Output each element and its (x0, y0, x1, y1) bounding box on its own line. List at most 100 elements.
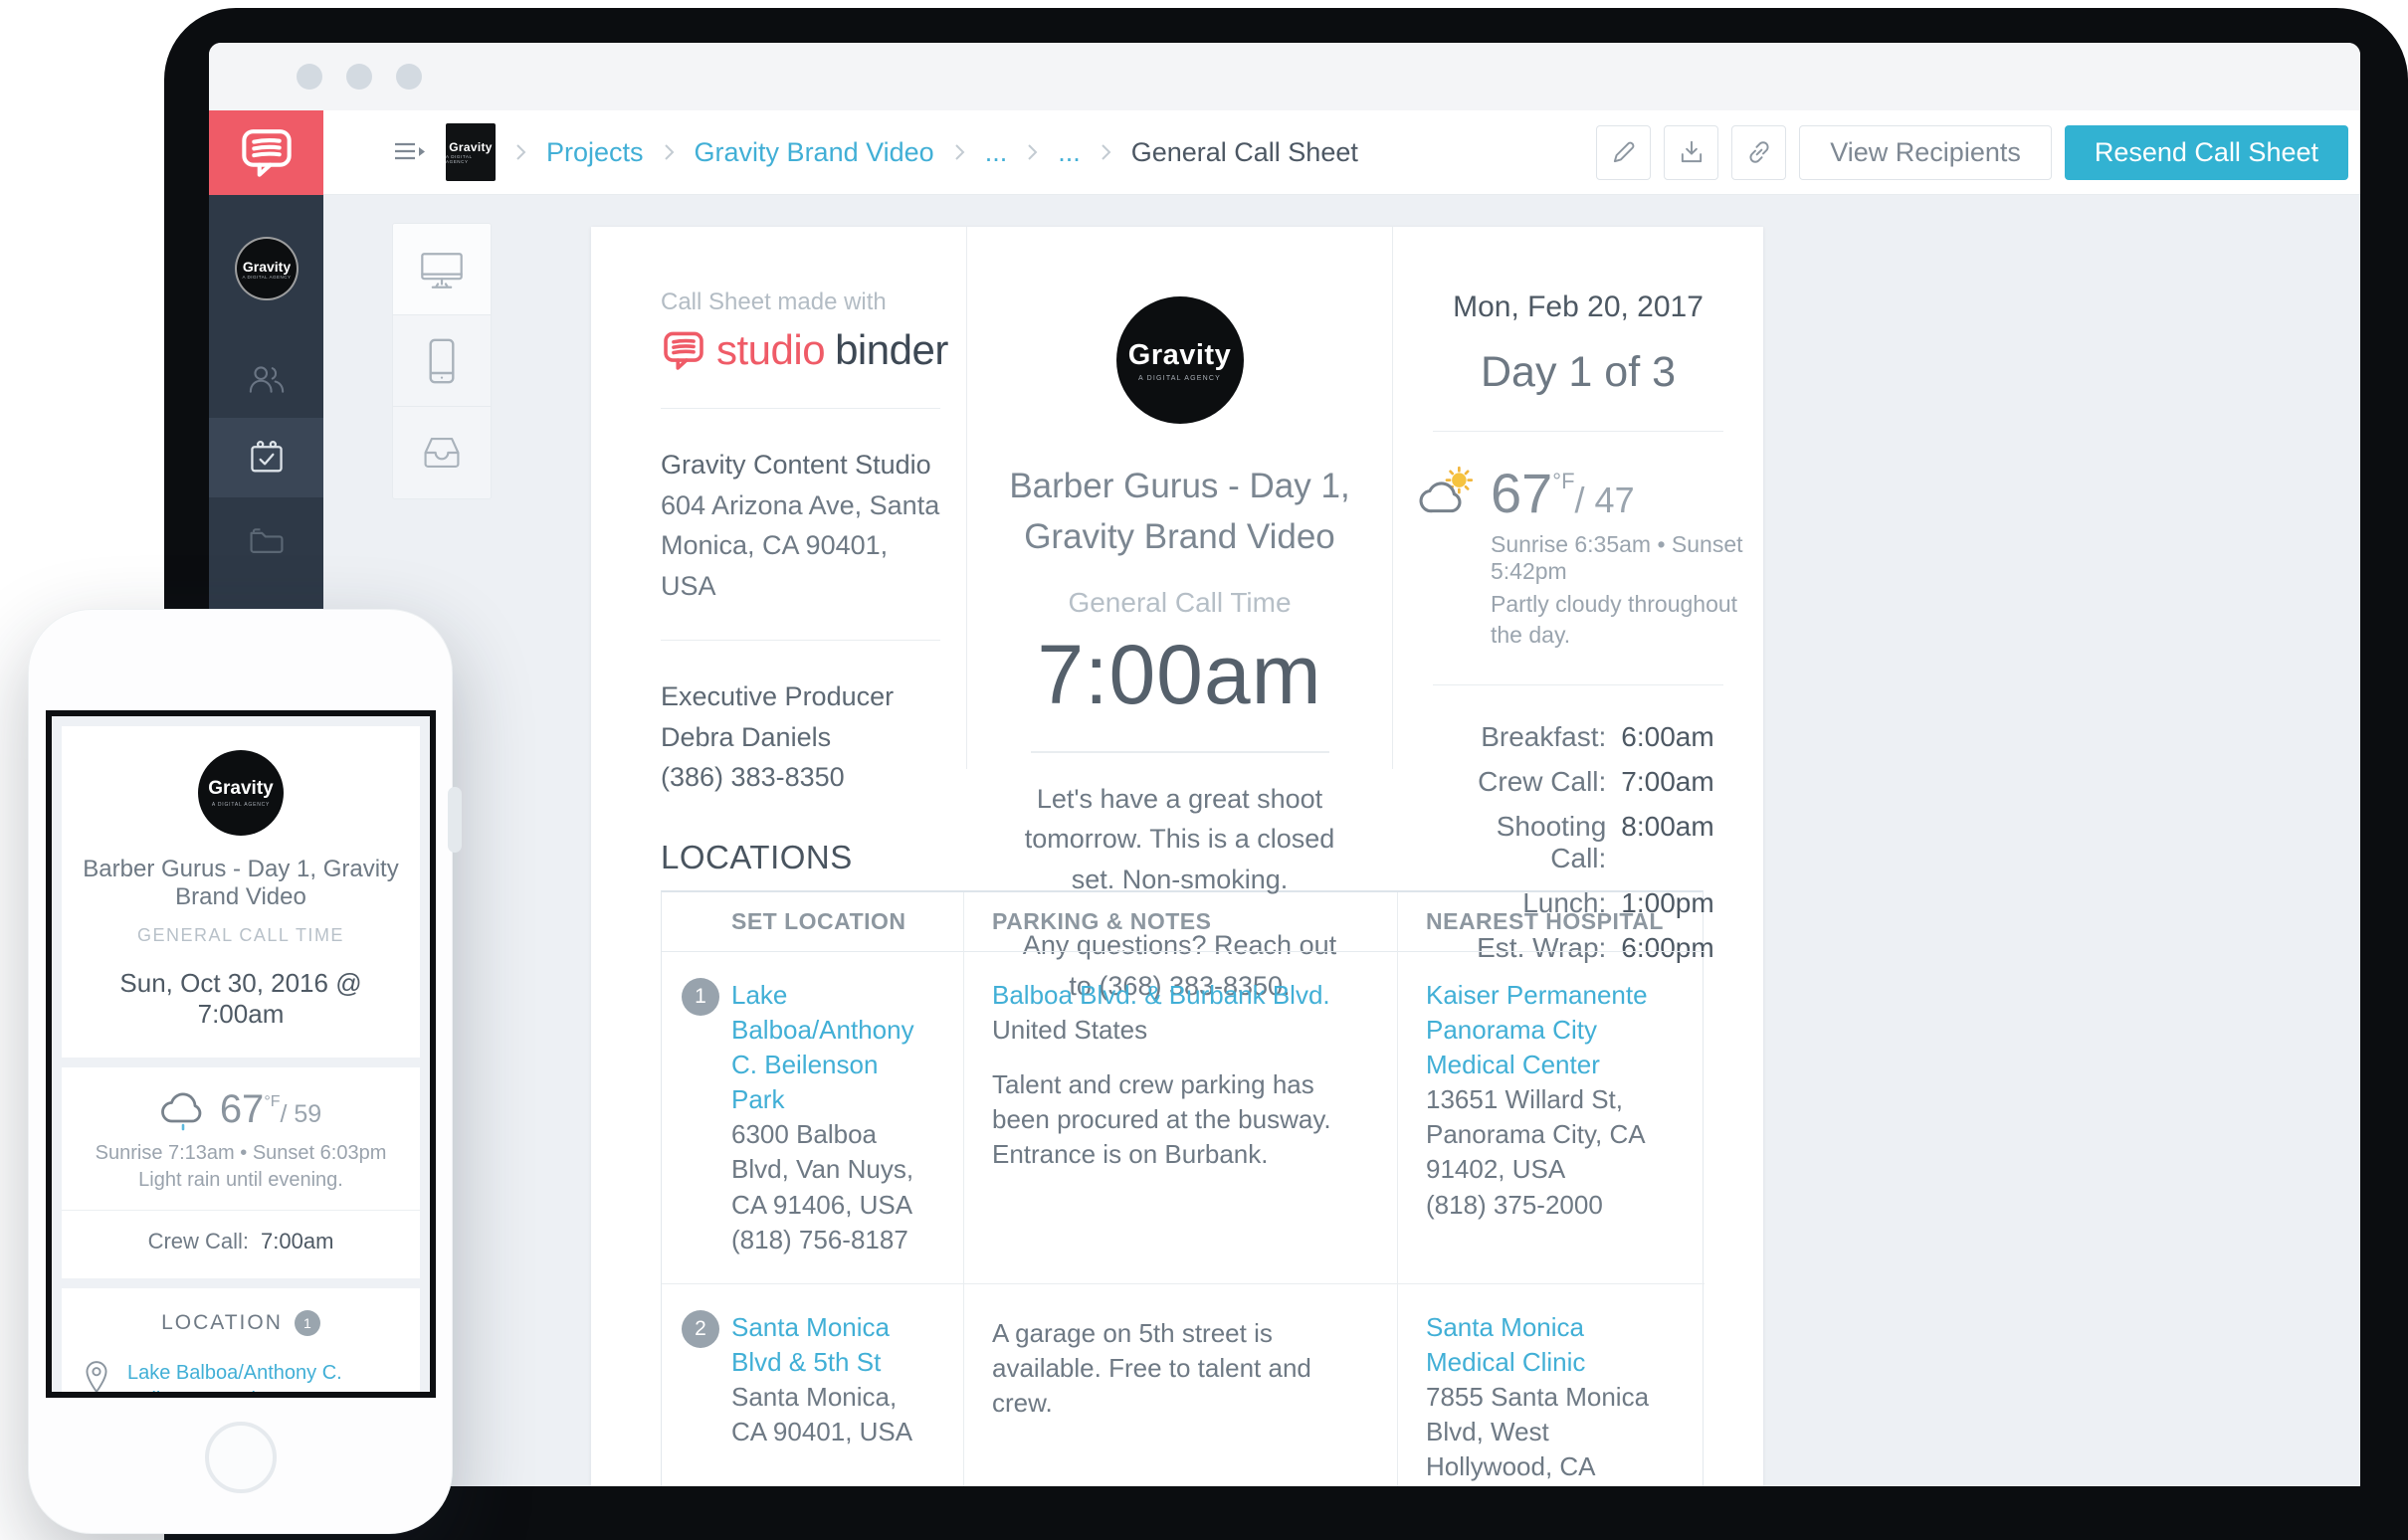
window-control-dot[interactable] (297, 64, 322, 90)
temperature: 67°F/ 47 (1491, 462, 1635, 524)
time-label: Crew Call: (1478, 766, 1607, 798)
time-value: 6:00am (1621, 721, 1714, 753)
call-sheet-title: Barber Gurus - Day 1, Gravity Brand Vide… (1009, 467, 1350, 556)
call-sheet-contact-note: Any questions? Reach out to (368) 383-83… (1022, 930, 1337, 1001)
chevron-right-icon (664, 143, 675, 161)
breadcrumb: Gravity A DIGITAL AGENCY Projects Gravit… (393, 123, 1358, 181)
rain-cloud-icon (160, 1088, 208, 1132)
chevron-right-icon (954, 143, 965, 161)
phone-mockup: Gravity A DIGITAL AGENCY Barber Gurus - … (28, 609, 462, 1534)
inbox-view-button[interactable] (393, 407, 491, 498)
studiobinder-home-button[interactable] (209, 109, 323, 195)
phone-crew-call: Crew Call: 7:00am (147, 1229, 334, 1253)
chevron-right-icon (1027, 143, 1038, 161)
phone-location-link[interactable]: Lake Balboa/Anthony C. Beilenson Park (127, 1362, 342, 1392)
download-icon (1678, 138, 1706, 166)
collapse-menu-icon[interactable] (393, 139, 426, 166)
time-label: Est. Wrap: (1477, 932, 1607, 964)
mobile-view-button[interactable] (393, 315, 491, 407)
day-times-list: Breakfast: 6:00am Crew Call: 7:00am Shooti… (1393, 721, 1763, 964)
studiobinder-bubble-icon (661, 327, 706, 373)
locations-heading: LOCATIONS (661, 839, 853, 875)
breadcrumb-ellipsis[interactable]: ... (1058, 136, 1081, 167)
folder-icon (248, 525, 286, 555)
parking-note: Talent and crew parking has been procure… (992, 1069, 1331, 1170)
phone-set-location: Lake Balboa/Anthony C. Beilenson Park 63… (80, 1360, 402, 1392)
call-sheet-header-center: Gravity A DIGITAL AGENCY Barber Gurus - … (967, 227, 1393, 1001)
time-label: Lunch: (1522, 887, 1607, 919)
chevron-right-icon (1101, 143, 1111, 161)
sidebar-item-project-avatar[interactable]: Gravity A DIGITAL AGENCY (235, 237, 299, 300)
weather-block: 67°F/ 47 Sunrise 6:35am • Sunset 5:42pm … (1393, 432, 1763, 651)
column-header: SET LOCATION (662, 892, 964, 952)
call-time-value: 7:00am (1037, 627, 1322, 721)
sun-cloud-icon (1417, 466, 1479, 517)
call-sheet-header-right: Mon, Feb 20, 2017 Day 1 of 3 (1393, 227, 1763, 963)
phone-side-button (448, 787, 462, 853)
sidebar-item-contacts[interactable] (209, 339, 323, 419)
phone-sunrise-sunset: Sunrise 7:13am • Sunset 6:03pm (95, 1142, 387, 1164)
view-recipients-button[interactable]: View Recipients (1799, 124, 2052, 180)
made-with-label: Call Sheet made with (661, 289, 887, 315)
day-count: Day 1 of 3 (1481, 348, 1676, 396)
hospital-link[interactable]: Kaiser Permanente Panorama City Medical … (1426, 980, 1648, 1080)
monitor-icon (418, 249, 466, 290)
phone-call-datetime: Sun, Oct 30, 2016 @ 7:00am (119, 968, 362, 1029)
app-body: Gravity A DIGITAL AGENCY (209, 195, 2360, 1486)
set-location-link[interactable]: Santa Monica Blvd & 5th St (731, 1311, 890, 1377)
call-sheet-header: Call Sheet made with studio binder (591, 227, 1763, 1001)
set-location-phone: (818) 756-8187 (731, 1224, 908, 1254)
pencil-icon (1610, 138, 1638, 166)
copy-link-button[interactable] (1731, 124, 1787, 180)
hospital-link[interactable]: Santa Monica Medical Clinic (1426, 1311, 1586, 1377)
set-location-address: Santa Monica, CA 90401, USA (731, 1381, 913, 1447)
time-value: 8:00am (1621, 811, 1714, 843)
call-sheet-header-left: Call Sheet made with studio binder (591, 227, 967, 792)
project-logo-name: Gravity (449, 140, 493, 154)
wordmark-binder: binder (835, 326, 948, 373)
calendar-check-icon (248, 439, 286, 477)
browser-window: Gravity A DIGITAL AGENCY Projects Gravit… (209, 43, 2360, 1486)
call-sheet-note: Let's have a great shoot tomorrow. This … (1024, 783, 1335, 894)
download-button[interactable] (1664, 124, 1719, 180)
location-number-badge: 1 (294, 1310, 320, 1336)
divider (1433, 684, 1723, 686)
project-logo-thumbnail[interactable]: Gravity A DIGITAL AGENCY (446, 123, 496, 181)
desktop-view-button[interactable] (393, 224, 491, 315)
window-control-dot[interactable] (346, 64, 372, 90)
breadcrumb-project[interactable]: Gravity Brand Video (694, 136, 934, 167)
parking-sub: United States (992, 1015, 1148, 1046)
production-logo-name: Gravity (1127, 338, 1232, 371)
production-logo-tagline: A DIGITAL AGENCY (1138, 374, 1221, 382)
time-label: Shooting Call: (1496, 811, 1607, 874)
window-control-dot[interactable] (396, 64, 422, 90)
divider (1030, 750, 1329, 753)
locations-header-row: SET LOCATION PARKING & NOTES NEAREST HOS… (662, 892, 1705, 952)
edit-button[interactable] (1596, 124, 1652, 180)
time-label: Breakfast: (1481, 721, 1607, 753)
app-header: Gravity A DIGITAL AGENCY Projects Gravit… (209, 109, 2360, 195)
set-location-link[interactable]: Lake Balboa/Anthony C. Beilenson Park (731, 980, 914, 1115)
resend-call-sheet-button[interactable]: Resend Call Sheet (2064, 124, 2348, 180)
phone-home-button[interactable] (205, 1422, 277, 1493)
toolbar: View Recipients Resend Call Sheet (1596, 124, 2348, 180)
parking-link[interactable]: Balboa Blvd. & Burbank Blvd. (992, 980, 1330, 1010)
inbox-icon (418, 434, 466, 472)
sidebar-item-call-sheets-active[interactable] (209, 418, 323, 497)
breadcrumb-projects[interactable]: Projects (546, 136, 644, 167)
studiobinder-wordmark: studio binder (661, 326, 948, 374)
breadcrumb-ellipsis[interactable]: ... (984, 136, 1008, 167)
sidebar-item-files[interactable] (209, 500, 323, 580)
divider (62, 1210, 420, 1211)
users-icon (247, 364, 287, 394)
link-icon (1745, 138, 1773, 166)
time-value: 1:00pm (1621, 887, 1714, 919)
locations-table: SET LOCATION PARKING & NOTES NEAREST HOS… (661, 890, 1705, 1486)
location-number-badge: 1 (682, 978, 719, 1016)
parking-note: A garage on 5th street is available. Fre… (992, 1317, 1311, 1418)
view-switcher (392, 223, 492, 499)
browser-frame: Gravity A DIGITAL AGENCY Projects Gravit… (164, 8, 2408, 1540)
locations-section: LOCATIONS SET LOCATION PARKING & NOTES N… (661, 839, 1705, 1486)
phone-weather-description: Light rain until evening. (138, 1169, 343, 1191)
